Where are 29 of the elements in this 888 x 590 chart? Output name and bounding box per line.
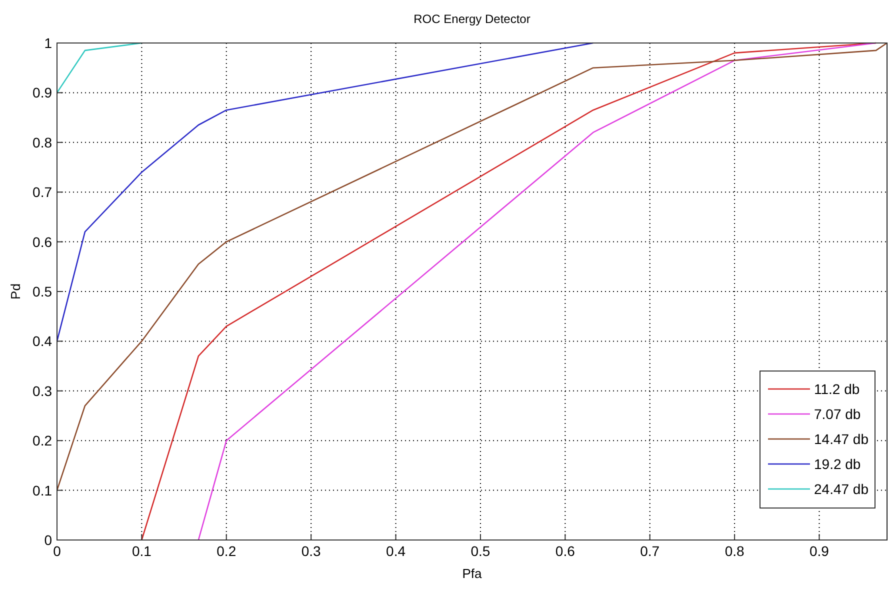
legend-label: 19.2 db bbox=[814, 456, 861, 472]
line-series bbox=[56, 42, 594, 342]
y-tick-label: 0.8 bbox=[32, 134, 52, 150]
y-tick-label: 0.5 bbox=[32, 284, 52, 300]
x-tick-label: 0.2 bbox=[216, 543, 236, 559]
x-tick-label: 0.6 bbox=[555, 543, 576, 559]
x-tick-label: 0.8 bbox=[724, 543, 744, 559]
y-tick-label: 0 bbox=[44, 532, 52, 548]
x-tick-label: 0.7 bbox=[640, 543, 660, 559]
x-tick-label: 0.1 bbox=[132, 543, 152, 559]
x-tick-label: 0.9 bbox=[810, 543, 830, 559]
y-tick-label: 0.1 bbox=[32, 482, 52, 498]
y-tick-label: 0.6 bbox=[32, 234, 52, 250]
chart-title: ROC Energy Detector bbox=[414, 12, 530, 26]
x-axis-title: Pfa bbox=[462, 566, 483, 581]
y-axis-title: Pd bbox=[8, 284, 23, 300]
legend-label: 14.47 db bbox=[814, 431, 869, 448]
y-tick-label: 0.3 bbox=[32, 382, 52, 399]
legend-label: 7.07 db bbox=[814, 406, 861, 422]
y-tick-label: 0.7 bbox=[32, 184, 52, 200]
x-tick-label: 0.5 bbox=[470, 543, 490, 559]
y-tick-label: 0.2 bbox=[32, 432, 52, 449]
y-tick-label: 0.9 bbox=[32, 84, 52, 101]
y-tick-label: 1 bbox=[44, 35, 52, 51]
legend-label: 24.47 db bbox=[814, 481, 869, 498]
x-tick-label: 0.4 bbox=[386, 543, 406, 559]
y-tick-label: 0.4 bbox=[32, 333, 52, 350]
legend-label: 11.2 db bbox=[814, 381, 860, 398]
x-tick-label: 0.3 bbox=[301, 543, 322, 559]
